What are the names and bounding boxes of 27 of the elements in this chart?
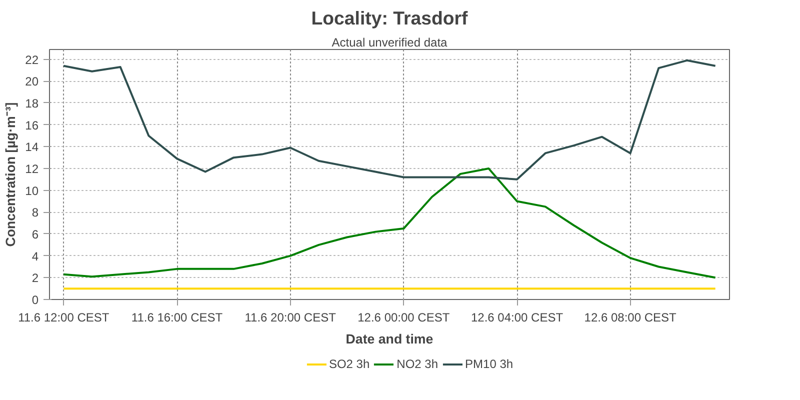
y-tick-label: 0: [32, 293, 39, 307]
y-tick-label: 10: [25, 184, 39, 198]
y-tick-label: 4: [32, 249, 39, 264]
y-tick-label: 8: [32, 206, 39, 220]
y-tick-label: 16: [25, 118, 39, 132]
chart-title: Locality: Trasdorf: [311, 8, 469, 28]
legend-label: SO2 3h: [328, 357, 370, 371]
chart-subtitle: Actual unverified data: [332, 36, 448, 50]
line-series: [62, 167, 716, 279]
y-tick-label: 20: [25, 74, 39, 89]
legend-label: NO2 3h: [396, 357, 438, 371]
x-tick-label: 12.6 00:00 CEST: [358, 310, 450, 324]
x-tick-label: 11.6 16:00 CEST: [131, 310, 224, 324]
y-tick-label: 2: [32, 271, 39, 286]
x-tick-label: 11.6 12:00 CEST: [18, 310, 110, 324]
x-tick-label: 11.6 20:00 CEST: [244, 310, 337, 324]
y-tick-label: 12: [25, 162, 39, 176]
y-tick-label: 22: [25, 52, 39, 67]
line-series: [62, 59, 716, 180]
y-tick-label: 18: [25, 96, 39, 110]
x-axis-title: Date and time: [346, 332, 434, 346]
x-tick-label: 12.6 08:00 CEST: [584, 310, 678, 324]
y-axis-title: Concentration [µg·m⁻³]: [3, 102, 18, 247]
x-tick-label: 12.6 04:00 CEST: [470, 310, 564, 324]
y-tick-label: 14: [25, 140, 39, 154]
y-tick-label: 6: [32, 228, 39, 242]
legend-label: PM10 3h: [465, 357, 514, 371]
